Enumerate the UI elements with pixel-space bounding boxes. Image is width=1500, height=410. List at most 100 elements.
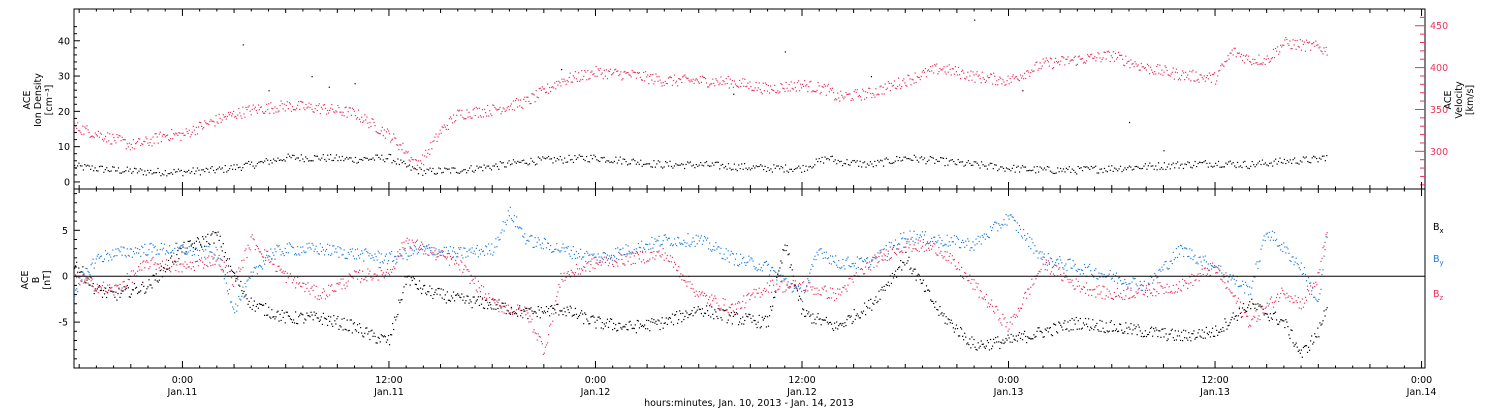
bx-point xyxy=(375,342,377,344)
by-point xyxy=(846,258,848,260)
by-point xyxy=(1223,276,1225,278)
by-point xyxy=(247,279,249,281)
bx-point xyxy=(154,279,156,281)
by-point xyxy=(592,254,594,256)
velocity-point xyxy=(160,141,162,143)
velocity-point xyxy=(1078,55,1080,57)
bx-point xyxy=(986,339,989,342)
density-point xyxy=(850,161,852,163)
velocity-point xyxy=(843,98,845,100)
velocity-point xyxy=(275,111,277,113)
velocity-point xyxy=(1261,63,1263,65)
bx-point xyxy=(1054,324,1057,326)
density-point xyxy=(1153,168,1155,170)
bx-point xyxy=(760,326,762,328)
bx-point xyxy=(1031,338,1033,340)
by-point xyxy=(562,243,564,245)
bx-point xyxy=(1318,336,1320,338)
velocity-point xyxy=(1276,46,1279,48)
density-point xyxy=(370,158,373,160)
velocity-point xyxy=(588,78,590,80)
density-point xyxy=(782,167,784,169)
bz-point xyxy=(477,280,479,282)
velocity-point xyxy=(682,76,684,78)
velocity-point xyxy=(919,78,921,81)
bx-point xyxy=(647,328,649,330)
velocity-point xyxy=(455,119,457,122)
bz-point xyxy=(377,279,379,281)
bx-point xyxy=(665,317,667,319)
by-point xyxy=(587,252,589,254)
bx-point xyxy=(588,323,590,325)
bz-point xyxy=(301,286,303,288)
bz-point xyxy=(215,260,217,262)
density-point xyxy=(1253,164,1255,166)
by-point xyxy=(747,261,749,263)
velocity-point xyxy=(269,112,271,114)
velocity-point xyxy=(1216,80,1218,82)
velocity-point xyxy=(239,112,241,114)
by-point xyxy=(239,298,241,300)
bx-point xyxy=(479,295,482,298)
density-point xyxy=(796,167,798,169)
velocity-point xyxy=(590,71,592,73)
density-point xyxy=(158,171,161,174)
density-point xyxy=(169,173,171,175)
by-point xyxy=(599,261,601,263)
density-point xyxy=(896,156,898,158)
velocity-point xyxy=(246,109,248,111)
bx-point xyxy=(96,288,98,290)
by-point xyxy=(1051,260,1054,263)
density-point xyxy=(523,159,525,161)
density-point xyxy=(100,165,102,167)
bx-point xyxy=(309,316,311,318)
density-point xyxy=(275,160,278,162)
density-point xyxy=(859,160,861,162)
by-point xyxy=(213,257,215,259)
bz-point xyxy=(134,272,137,274)
bz-point xyxy=(261,256,264,258)
bx-point xyxy=(1242,303,1245,305)
by-point xyxy=(957,238,960,241)
by-point xyxy=(143,252,145,254)
velocity-point xyxy=(201,125,203,128)
bx-point xyxy=(425,292,427,294)
velocity-point xyxy=(752,89,754,91)
velocity-point xyxy=(619,73,621,75)
bx-point xyxy=(301,313,303,315)
density-point xyxy=(1130,166,1132,168)
velocity-point xyxy=(1052,67,1055,69)
bz-point xyxy=(127,278,129,281)
velocity-point xyxy=(715,78,717,80)
bz-point xyxy=(217,257,219,259)
by-point xyxy=(1142,285,1144,287)
velocity-point xyxy=(1073,56,1075,59)
velocity-point xyxy=(649,75,651,78)
velocity-point xyxy=(617,70,619,72)
velocity-point xyxy=(1021,75,1024,77)
density-point xyxy=(496,165,498,168)
velocity-point xyxy=(399,144,401,146)
bx-point xyxy=(158,279,160,281)
by-point xyxy=(403,248,405,250)
density-point xyxy=(1294,157,1296,159)
by-point xyxy=(604,252,606,255)
density-point xyxy=(1010,170,1012,172)
velocity-point xyxy=(660,82,662,84)
velocity-point xyxy=(482,116,485,118)
density-point xyxy=(534,164,537,166)
velocity-point xyxy=(1126,62,1128,64)
velocity-point xyxy=(379,133,381,135)
by-point xyxy=(946,234,948,236)
bx-point xyxy=(1018,331,1021,334)
bx-point xyxy=(751,321,753,323)
by-point xyxy=(1165,260,1167,262)
bx-point xyxy=(925,285,928,287)
velocity-point xyxy=(1190,80,1192,82)
velocity-point xyxy=(916,76,918,78)
density-point xyxy=(1179,164,1182,166)
bx-point xyxy=(1263,314,1265,316)
velocity-point xyxy=(1072,59,1074,61)
bx-point xyxy=(937,309,939,311)
velocity-point xyxy=(1139,69,1141,71)
